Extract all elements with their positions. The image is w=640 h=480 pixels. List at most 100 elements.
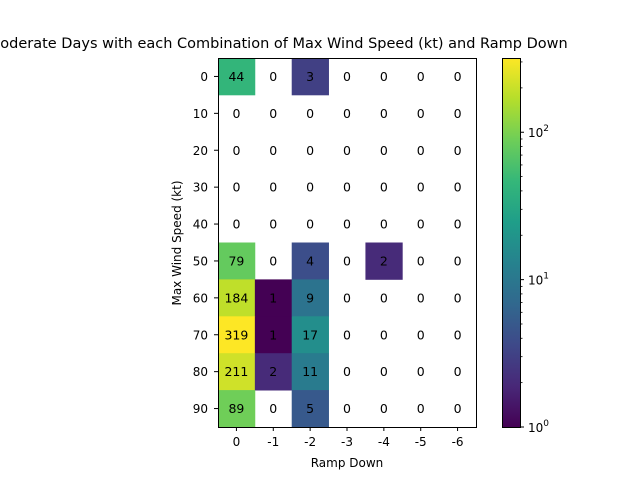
cell-value-label: 0 xyxy=(232,143,240,158)
colorbar-tick-label: 100 xyxy=(528,419,549,435)
cell-value-label: 0 xyxy=(306,217,314,232)
heatmap-cell xyxy=(254,316,293,354)
colorbar-ticks: 100 101 102 xyxy=(520,61,549,435)
y-tick-label: 80 xyxy=(193,365,208,379)
x-tick-label: -1 xyxy=(267,435,279,449)
y-tick-label: 20 xyxy=(193,144,208,158)
cell-value-label: 0 xyxy=(343,217,351,232)
heatmap-cell xyxy=(291,316,329,354)
heatmap-cell xyxy=(218,58,256,96)
cell-value-label: 4 xyxy=(306,253,314,268)
chart-title: Number of Moderate Days with each Combin… xyxy=(0,36,568,52)
y-tick-label: 30 xyxy=(193,181,208,195)
x-tick-label: -3 xyxy=(341,435,353,449)
cell-value-label: 0 xyxy=(306,180,314,195)
cell-value-label: 0 xyxy=(343,180,351,195)
cell-value-label: 0 xyxy=(417,69,425,84)
heatmap-cell xyxy=(291,279,329,317)
cell-value-label: 0 xyxy=(380,180,388,195)
cell-value-label: 0 xyxy=(269,253,277,268)
cell-value-label: 0 xyxy=(232,217,240,232)
cell-value-label: 0 xyxy=(380,106,388,121)
y-axis-label: Max Wind Speed (kt) xyxy=(170,180,184,305)
x-tick-label: -4 xyxy=(378,435,390,449)
cell-value-label: 17 xyxy=(302,327,318,342)
cell-value-label: 0 xyxy=(380,69,388,84)
cell-value-label: 0 xyxy=(269,180,277,195)
colorbar-tick-label: 101 xyxy=(528,272,549,288)
cell-value-label: 9 xyxy=(306,290,314,305)
cell-value-label: 0 xyxy=(343,253,351,268)
y-tick-label: 40 xyxy=(193,218,208,232)
cell-value-label: 0 xyxy=(343,327,351,342)
x-tick-label: -2 xyxy=(304,435,316,449)
cell-value-label: 0 xyxy=(417,106,425,121)
cell-value-label: 79 xyxy=(228,253,244,268)
y-tick-label: 50 xyxy=(193,254,208,268)
x-tick-label: -5 xyxy=(415,435,427,449)
cell-value-label: 211 xyxy=(224,364,248,379)
cell-value-label: 0 xyxy=(454,290,462,305)
cell-value-label: 0 xyxy=(269,143,277,158)
heatmap-cell xyxy=(218,279,256,317)
y-tick-label: 10 xyxy=(193,107,208,121)
cell-value-label: 0 xyxy=(380,290,388,305)
cell-value-label: 0 xyxy=(417,327,425,342)
cell-value-label: 89 xyxy=(228,401,244,416)
cell-value-label: 184 xyxy=(224,290,248,305)
cell-value-label: 1 xyxy=(269,290,277,305)
colorbar xyxy=(502,58,520,427)
cell-value-label: 0 xyxy=(343,69,351,84)
cell-value-label: 0 xyxy=(380,217,388,232)
cell-value-label: 319 xyxy=(224,327,248,342)
cell-value-label: 0 xyxy=(454,217,462,232)
cell-value-label: 0 xyxy=(380,401,388,416)
cell-value-label: 0 xyxy=(269,401,277,416)
cell-value-label: 11 xyxy=(302,364,318,379)
y-tick-label: 60 xyxy=(193,291,208,305)
y-tick-label: 70 xyxy=(193,328,208,342)
cell-value-label: 0 xyxy=(343,290,351,305)
cell-value-label: 0 xyxy=(454,364,462,379)
heatmap-cell xyxy=(218,242,256,280)
x-tick-label: 0 xyxy=(233,435,241,449)
heatmap-cells xyxy=(218,58,403,428)
cell-value-label: 0 xyxy=(417,401,425,416)
x-axis-ticks: 0 -1 -2 -3 -4 -5 -6 xyxy=(233,427,464,449)
heatmap-cell xyxy=(291,58,329,96)
cell-value-label: 0 xyxy=(380,143,388,158)
cell-value-label: 3 xyxy=(306,69,314,84)
cell-value-label: 0 xyxy=(343,401,351,416)
cell-value-label: 1 xyxy=(269,327,277,342)
cell-value-label: 0 xyxy=(269,69,277,84)
x-tick-label: -6 xyxy=(452,435,464,449)
cell-value-label: 2 xyxy=(269,364,277,379)
cell-value-label: 5 xyxy=(306,401,314,416)
heatmap-cell xyxy=(291,390,329,428)
cell-value-label: 0 xyxy=(417,143,425,158)
cell-value-label: 0 xyxy=(454,180,462,195)
colorbar-tick-label: 102 xyxy=(528,124,549,140)
cell-value-label: 0 xyxy=(417,290,425,305)
cell-value-label: 0 xyxy=(454,69,462,84)
cell-value-label: 0 xyxy=(454,253,462,268)
cell-value-label: 2 xyxy=(380,253,388,268)
cell-value-label: 0 xyxy=(232,180,240,195)
y-axis-ticks: 0 10 20 30 40 50 60 70 80 90 xyxy=(193,70,218,416)
heatmap-cell xyxy=(291,353,329,391)
heatmap-cell xyxy=(291,242,329,280)
cell-value-label: 0 xyxy=(269,217,277,232)
cell-value-label: 0 xyxy=(306,143,314,158)
cell-value-label: 0 xyxy=(380,327,388,342)
cell-value-label: 0 xyxy=(269,106,277,121)
cell-value-label: 0 xyxy=(343,364,351,379)
cell-value-label: 0 xyxy=(232,106,240,121)
cell-value-label: 0 xyxy=(343,106,351,121)
cell-value-label: 0 xyxy=(417,364,425,379)
cell-value-label: 0 xyxy=(454,401,462,416)
cell-value-label: 0 xyxy=(454,143,462,158)
cell-value-label: 44 xyxy=(228,69,244,84)
heatmap-cell xyxy=(254,353,293,391)
cell-value-labels: 44 0 3 0 0 0 0 0 0 0 0 0 0 0 0 0 0 0 0 0 0 0 0 0 0 0 0 0 0 0 0 0 0 0 0 79 0 4… xyxy=(224,69,461,416)
